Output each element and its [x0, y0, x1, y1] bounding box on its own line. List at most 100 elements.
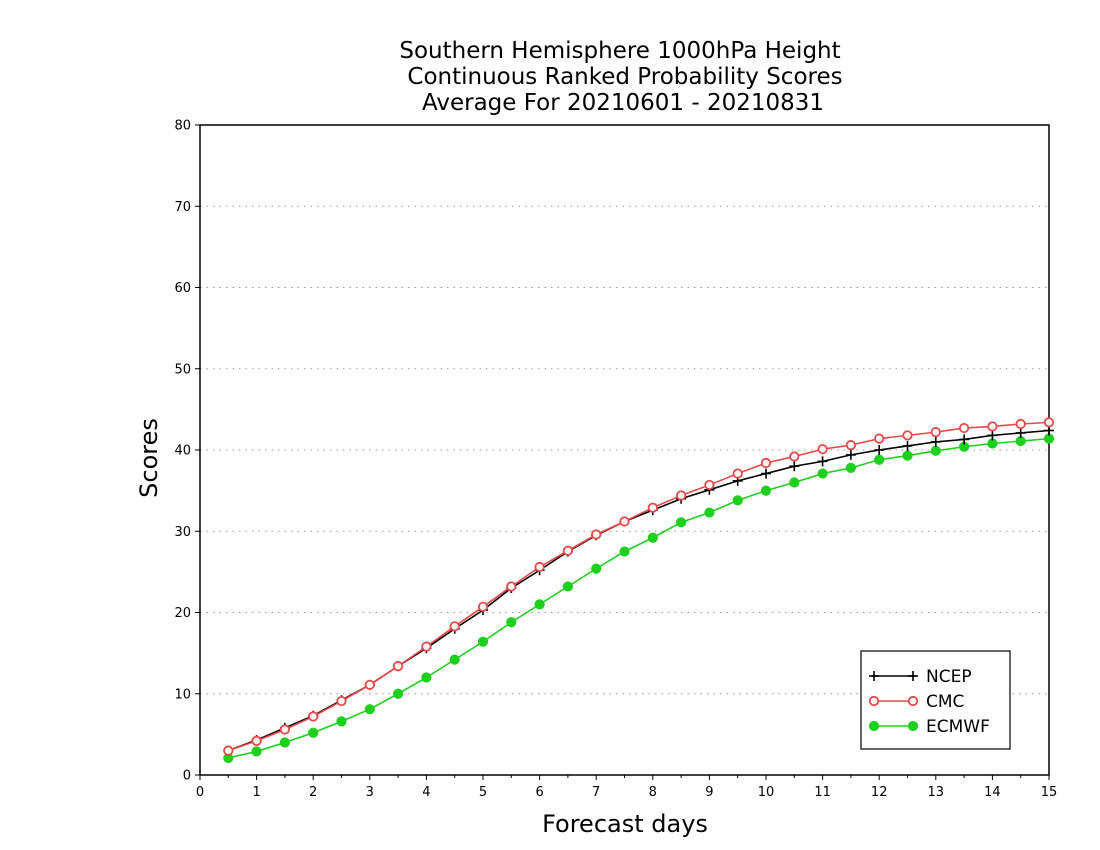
legend-label-ncep: NCEP	[926, 667, 972, 687]
data-point-ncep	[789, 461, 800, 472]
x-tick-label: 5	[479, 785, 487, 800]
data-point-ecmwf	[393, 688, 404, 699]
data-point-ecmwf	[279, 737, 290, 748]
x-tick-label: 2	[309, 785, 317, 800]
data-point-ecmwf	[308, 727, 319, 738]
data-point-cmc	[421, 641, 432, 652]
data-point-cmc	[958, 422, 970, 434]
data-point-cmc	[619, 516, 630, 527]
data-point-ecmwf	[449, 654, 460, 665]
data-point-cmc	[534, 561, 545, 573]
data-point-ncep	[930, 436, 941, 447]
data-point-ecmwf	[421, 672, 432, 683]
data-point-ecmwf	[902, 450, 913, 461]
data-point-cmc	[987, 421, 998, 432]
chart-title-line-2: Continuous Ranked Probability Scores	[407, 64, 842, 90]
data-point-ncep	[902, 440, 913, 451]
legend-label-cmc: CMC	[926, 692, 964, 712]
data-point-cmc	[364, 679, 375, 690]
legend-box	[860, 650, 1011, 750]
data-point-ecmwf	[506, 617, 517, 628]
x-tick-label: 12	[871, 785, 888, 800]
y-tick-label: 20	[174, 606, 191, 621]
data-point-cmc	[1015, 418, 1026, 430]
legend-marker-ncep	[908, 671, 918, 681]
data-point-cmc	[930, 427, 941, 438]
data-point-cmc	[817, 444, 828, 455]
chart-title-line-1: Southern Hemisphere 1000hPa Height	[399, 38, 840, 64]
data-point-ncep	[817, 456, 828, 467]
x-axis: 0 1 2 3 4 5 6 7 8 9 10 11 12 13 14 15	[196, 775, 1057, 800]
data-point-cmc	[675, 490, 687, 501]
data-point-cmc	[279, 724, 290, 735]
data-point-cmc	[845, 440, 857, 451]
x-tick-label: 13	[928, 785, 945, 800]
data-point-cmc	[732, 468, 743, 479]
legend-item-ecmwf: ECMWF	[868, 717, 990, 737]
chart-title-line-3: Average For 20210601 - 20210831	[422, 90, 824, 116]
data-point-ecmwf	[364, 704, 375, 715]
data-point-cmc	[591, 529, 602, 540]
data-point-ecmwf	[336, 716, 347, 727]
y-axis: 0 10 20 30 40 50 60 70 80	[174, 119, 200, 784]
y-tick-label: 60	[174, 281, 191, 296]
legend-marker-ecmwf	[907, 720, 919, 732]
data-point-ecmwf	[817, 468, 828, 479]
x-tick-label: 3	[366, 785, 374, 800]
y-tick-label: 10	[174, 687, 191, 702]
data-point-ecmwf	[760, 485, 772, 496]
grid	[200, 205, 1049, 695]
data-point-cmc	[874, 433, 885, 444]
y-axis-label: Scores	[135, 418, 163, 498]
data-point-ncep	[987, 430, 998, 441]
data-point-ecmwf	[534, 599, 545, 610]
legend-marker-cmc	[907, 695, 919, 707]
x-tick-label: 15	[1041, 785, 1058, 800]
x-tick-label: 7	[592, 785, 600, 800]
data-point-cmc	[477, 601, 489, 612]
y-tick-label: 30	[174, 525, 191, 540]
data-point-ecmwf	[591, 563, 602, 574]
series-ecmwf	[223, 433, 1055, 764]
data-point-ecmwf	[732, 495, 743, 506]
data-point-cmc	[562, 545, 574, 556]
legend-item-cmc: CMC	[868, 692, 964, 712]
data-point-ecmwf	[676, 517, 687, 528]
y-tick-label: 50	[174, 362, 191, 377]
legend-item-ncep: NCEP	[869, 667, 972, 687]
data-point-cmc	[789, 451, 800, 462]
data-point-cmc	[704, 479, 715, 491]
data-point-ncep	[1015, 427, 1026, 438]
x-tick-label: 14	[984, 785, 1001, 800]
data-point-ecmwf	[647, 532, 658, 543]
data-point-cmc	[506, 581, 517, 592]
x-tick-label: 1	[252, 785, 260, 800]
series-cmc	[223, 417, 1055, 756]
legend-marker-ecmwf	[868, 720, 880, 732]
y-tick-label: 80	[174, 119, 191, 134]
data-point-cmc	[308, 711, 319, 722]
data-point-ecmwf	[477, 636, 489, 647]
legend-label-ecmwf: ECMWF	[926, 717, 990, 737]
data-point-cmc	[392, 661, 404, 672]
data-point-ecmwf	[619, 546, 630, 557]
y-tick-label: 70	[174, 200, 191, 215]
data-point-ncep	[874, 445, 885, 455]
x-tick-label: 6	[535, 785, 543, 800]
data-point-ncep	[845, 449, 856, 460]
y-tick-label: 0	[183, 769, 191, 784]
data-point-cmc	[223, 745, 234, 756]
data-point-ecmwf	[562, 581, 574, 592]
x-axis-label: Forecast days	[542, 810, 708, 838]
legend: NCEP CMC ECMWF	[860, 650, 1011, 750]
data-point-ecmwf	[874, 454, 885, 465]
data-point-cmc	[251, 735, 262, 746]
data-point-ecmwf	[789, 477, 800, 488]
data-point-cmc	[449, 621, 460, 632]
x-tick-label: 11	[814, 785, 831, 800]
data-point-ecmwf	[845, 462, 857, 473]
data-point-ecmwf	[251, 746, 262, 757]
data-point-ncep	[959, 434, 970, 445]
y-tick-label: 40	[174, 444, 191, 459]
